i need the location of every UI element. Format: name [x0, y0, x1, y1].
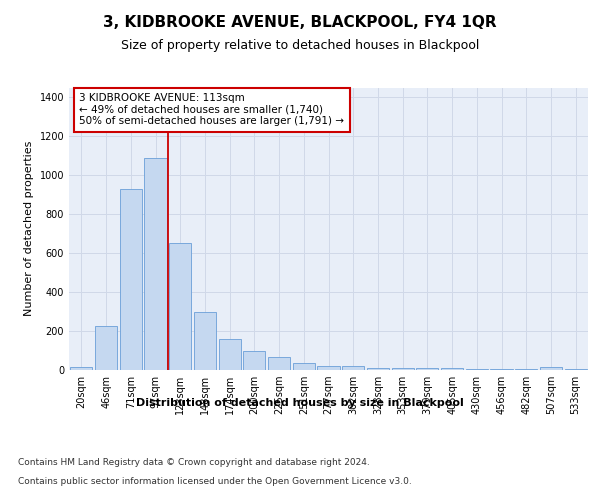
Bar [490, 369, 512, 370]
Bar [540, 367, 562, 370]
Bar [95, 326, 117, 370]
Text: Contains public sector information licensed under the Open Government Licence v3: Contains public sector information licen… [18, 476, 412, 486]
Y-axis label: Number of detached properties: Number of detached properties [24, 141, 34, 316]
Bar [119, 189, 142, 370]
Bar [145, 158, 167, 370]
Bar [268, 358, 290, 370]
Bar [293, 363, 315, 370]
Bar [218, 339, 241, 370]
Text: 3 KIDBROOKE AVENUE: 113sqm
← 49% of detached houses are smaller (1,740)
50% of s: 3 KIDBROOKE AVENUE: 113sqm ← 49% of deta… [79, 93, 344, 126]
Bar [416, 368, 439, 370]
Bar [317, 366, 340, 370]
Text: 3, KIDBROOKE AVENUE, BLACKPOOL, FY4 1QR: 3, KIDBROOKE AVENUE, BLACKPOOL, FY4 1QR [103, 15, 497, 30]
Bar [70, 367, 92, 370]
Bar [169, 244, 191, 370]
Bar [194, 312, 216, 370]
Bar [243, 350, 265, 370]
Bar [441, 368, 463, 370]
Bar [392, 368, 414, 370]
Text: Size of property relative to detached houses in Blackpool: Size of property relative to detached ho… [121, 38, 479, 52]
Text: Contains HM Land Registry data © Crown copyright and database right 2024.: Contains HM Land Registry data © Crown c… [18, 458, 370, 467]
Bar [342, 366, 364, 370]
Bar [367, 368, 389, 370]
Text: Distribution of detached houses by size in Blackpool: Distribution of detached houses by size … [136, 398, 464, 407]
Bar [466, 369, 488, 370]
